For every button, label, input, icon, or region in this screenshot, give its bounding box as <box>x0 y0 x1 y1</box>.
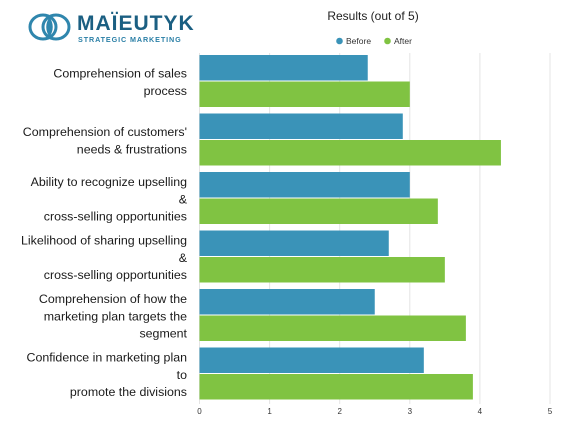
logo-mark <box>28 13 71 41</box>
x-tick-label: 0 <box>197 407 202 416</box>
category-label-line: cross-selling opportunities <box>44 268 187 282</box>
category-label-line: Likelihood of sharing upselling <box>21 233 187 247</box>
category-label-line: Ability to recognize upselling <box>31 175 187 189</box>
x-tick-label: 4 <box>478 407 483 416</box>
category-label: Comprehension of how the marketing plan t… <box>39 292 188 341</box>
category-label-line: needs & frustrations <box>77 142 187 156</box>
legend-label-after: After <box>394 36 412 46</box>
bar-before-4 <box>199 230 389 256</box>
category-label-line: & <box>179 192 188 206</box>
legend-swatch-before <box>336 37 343 45</box>
category-label: Comprehension of sales process <box>53 67 187 98</box>
category-label-line: to <box>177 368 187 382</box>
category-label-line: Comprehension of customers' <box>23 125 187 139</box>
bar-after-2 <box>199 140 501 166</box>
category-label-line: marketing plan targets the <box>44 309 187 323</box>
category-label: Ability to recognize upselling & cross-sel… <box>31 175 188 224</box>
legend-swatch-after <box>384 37 391 45</box>
category-label: Confidence in marketing plan to promote th… <box>27 350 188 399</box>
bar-after-4 <box>199 257 445 283</box>
legend: Before After <box>336 36 412 46</box>
x-tick-label: 2 <box>337 407 342 416</box>
category-label: Comprehension of customers' needs & frust… <box>23 125 187 156</box>
bar-after-6 <box>199 374 473 400</box>
bar-after-5 <box>199 315 466 341</box>
category-label: Likelihood of sharing upselling & cross-se… <box>21 233 188 282</box>
logo: MAÏEUTYK STRATEGIC MARKETING <box>28 12 195 44</box>
x-tick-label: 1 <box>267 407 272 416</box>
bar-before-3 <box>199 172 410 198</box>
category-labels: Comprehension of sales processComprehensi… <box>21 67 188 399</box>
category-label-line: segment <box>139 327 187 341</box>
gridlines <box>199 53 551 404</box>
bar-before-2 <box>199 113 403 139</box>
bar-before-6 <box>199 347 424 373</box>
logo-name: MAÏEUTYK <box>77 12 195 35</box>
chart-title: Results (out of 5) <box>327 9 418 23</box>
category-label-line: Confidence in marketing plan <box>27 350 188 364</box>
category-label-line: process <box>144 84 187 98</box>
x-axis-ticks: 0 1 2 3 4 5 <box>197 407 553 416</box>
bar-before-5 <box>199 289 375 315</box>
logo-tagline: STRATEGIC MARKETING <box>78 35 182 44</box>
category-label-line: promote the divisions <box>70 385 187 399</box>
legend-label-before: Before <box>346 36 371 46</box>
bars <box>199 55 501 400</box>
x-tick-label: 3 <box>408 407 413 416</box>
bar-after-1 <box>199 81 410 107</box>
bar-before-1 <box>199 55 368 81</box>
x-tick-label: 5 <box>548 407 553 416</box>
category-label-line: cross-selling opportunities <box>44 210 187 224</box>
category-label-line: Comprehension of how the <box>39 292 187 306</box>
bar-after-3 <box>199 198 438 224</box>
category-label-line: Comprehension of sales <box>53 67 187 81</box>
category-label-line: & <box>179 251 188 265</box>
